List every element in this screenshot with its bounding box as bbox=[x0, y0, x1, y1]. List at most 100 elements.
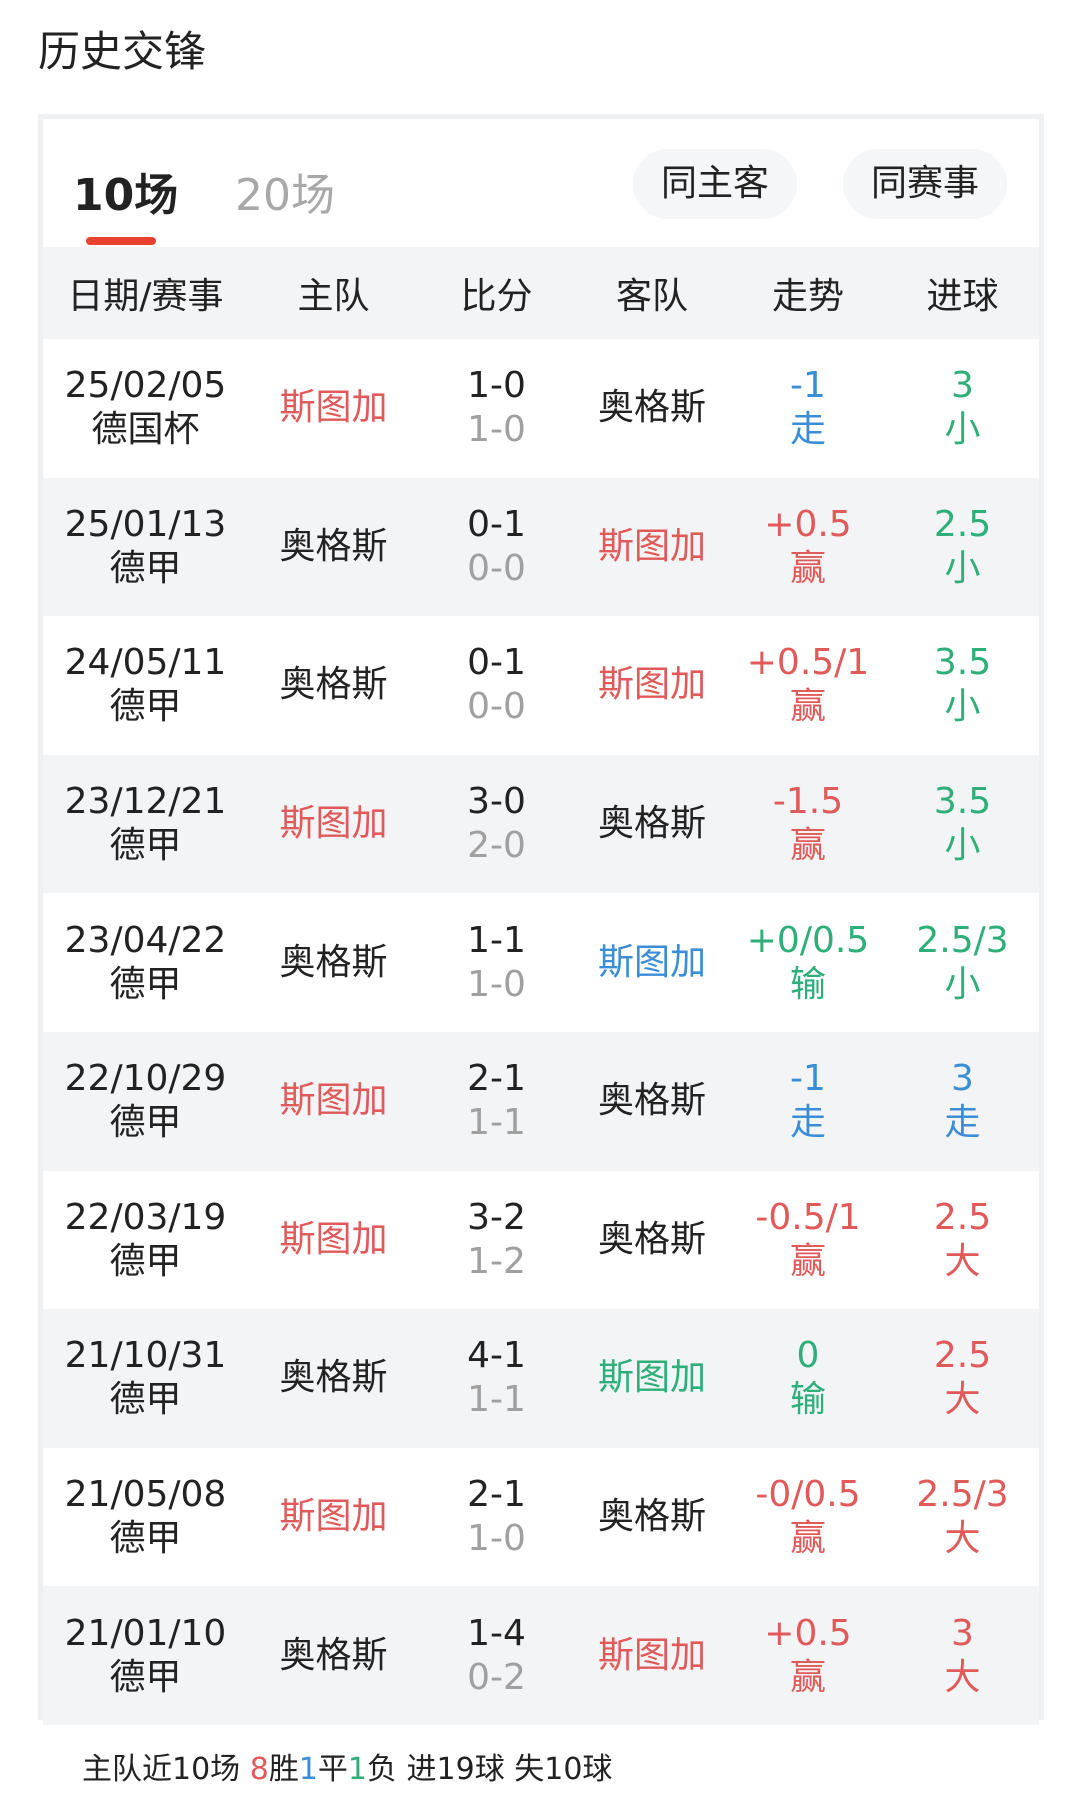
tab-10-matches[interactable]: 10场 bbox=[73, 170, 179, 221]
home-team: 奥格斯 bbox=[279, 525, 388, 567]
goals-cell: 2.5 大 bbox=[886, 1196, 1039, 1284]
handicap-result: 输 bbox=[789, 963, 826, 1005]
competition: 德甲 bbox=[109, 1379, 182, 1421]
date-cell: 23/12/21 德甲 bbox=[43, 780, 248, 868]
over-under-result: 走 bbox=[944, 1102, 981, 1144]
table-row[interactable]: 24/05/11 德甲 奥格斯 0-1 0-0 斯图加 +0.5/1 赢 3.5 小 bbox=[43, 616, 1039, 755]
table-row[interactable]: 25/01/13 德甲 奥格斯 0-1 0-0 斯图加 +0.5 赢 2.5 小 bbox=[43, 477, 1039, 617]
over-under-result: 小 bbox=[944, 825, 981, 867]
goals-line: 3.5 bbox=[933, 642, 992, 684]
half-time-score: 1-2 bbox=[467, 1240, 526, 1282]
table-row[interactable]: 23/04/22 德甲 奥格斯 1-1 1-0 斯图加 +0/0.5 输 2.5/3 小 bbox=[43, 893, 1039, 1032]
home-team: 斯图加 bbox=[279, 1218, 388, 1260]
same-home-away-filter-button[interactable]: 同主客 bbox=[633, 149, 798, 219]
active-tab-indicator bbox=[86, 237, 156, 245]
handicap-result: 赢 bbox=[789, 1656, 826, 1698]
column-header-away: 客队 bbox=[615, 276, 688, 317]
competition: 德甲 bbox=[109, 1518, 182, 1560]
handicap-line: -1 bbox=[790, 365, 826, 407]
away-team: 斯图加 bbox=[597, 1634, 706, 1676]
away-team-cell: 奥格斯 bbox=[574, 1218, 730, 1262]
table-row[interactable]: 21/05/08 德甲 斯图加 2-1 1-0 奥格斯 -0/0.5 赢 2.5/3 大 bbox=[43, 1448, 1039, 1587]
table-row[interactable]: 21/01/10 德甲 奥格斯 1-4 0-2 斯图加 +0.5 赢 3 大 bbox=[43, 1586, 1039, 1725]
goals-line: 3.5 bbox=[933, 781, 992, 823]
handicap-line: 0 bbox=[796, 1335, 820, 1377]
date-cell: 21/01/10 德甲 bbox=[43, 1612, 248, 1700]
score-cell: 1-1 1-0 bbox=[419, 919, 574, 1007]
half-time-score: 1-1 bbox=[467, 1379, 526, 1421]
same-competition-filter-button[interactable]: 同赛事 bbox=[843, 149, 1008, 219]
away-team-cell: 奥格斯 bbox=[574, 386, 730, 430]
away-team-cell: 奥格斯 bbox=[574, 1495, 730, 1539]
handicap-line: -0/0.5 bbox=[755, 1474, 861, 1516]
match-date: 21/05/08 bbox=[64, 1474, 227, 1516]
goals-line: 2.5 bbox=[933, 1335, 992, 1377]
handicap-line: +0/0.5 bbox=[746, 919, 870, 961]
home-team: 奥格斯 bbox=[279, 664, 388, 706]
handicap-line: -1 bbox=[790, 1058, 826, 1100]
handicap-result: 赢 bbox=[789, 1240, 826, 1282]
trend-cell: +0.5 赢 bbox=[730, 503, 886, 591]
away-team-cell: 斯图加 bbox=[574, 1356, 730, 1400]
home-team-cell: 奥格斯 bbox=[248, 1634, 419, 1678]
goals-line: 3 bbox=[951, 1058, 974, 1100]
away-team: 奥格斯 bbox=[597, 1496, 706, 1538]
half-time-score: 2-0 bbox=[467, 825, 526, 867]
summary-wins-label: 胜 bbox=[268, 1752, 299, 1787]
half-time-score: 1-1 bbox=[467, 1102, 526, 1144]
handicap-line: +0.5/1 bbox=[746, 642, 870, 684]
table-body: 25/02/05 德国杯 斯图加 1-0 1-0 奥格斯 -1 走 3 小 25/01/13 德甲 奥格… bbox=[43, 339, 1039, 1725]
home-team: 斯图加 bbox=[279, 1496, 388, 1538]
handicap-result: 赢 bbox=[789, 1518, 826, 1560]
score-cell: 3-0 2-0 bbox=[419, 780, 574, 868]
table-row[interactable]: 25/02/05 德国杯 斯图加 1-0 1-0 奥格斯 -1 走 3 小 bbox=[43, 339, 1039, 478]
table-row[interactable]: 22/10/29 德甲 斯图加 2-1 1-1 奥格斯 -1 走 3 走 bbox=[43, 1031, 1039, 1171]
away-team-cell: 斯图加 bbox=[574, 941, 730, 985]
date-cell: 24/05/11 德甲 bbox=[43, 641, 248, 729]
full-time-score: 1-1 bbox=[467, 919, 526, 961]
handicap-line: +0.5 bbox=[764, 503, 852, 545]
handicap-result: 赢 bbox=[789, 547, 826, 589]
goals-line: 2.5 bbox=[933, 1196, 992, 1238]
table-header: 日期/赛事 主队 比分 客队 走势 进球 bbox=[43, 247, 1039, 339]
goals-line: 2.5/3 bbox=[916, 919, 1009, 961]
column-header-goals: 进球 bbox=[926, 276, 999, 317]
match-date: 21/01/10 bbox=[64, 1612, 227, 1654]
summary-losses-label: 负 bbox=[367, 1752, 397, 1787]
match-date: 22/10/29 bbox=[64, 1058, 227, 1100]
table-row[interactable]: 22/03/19 德甲 斯图加 3-2 1-2 奥格斯 -0.5/1 赢 2.5 大 bbox=[43, 1171, 1039, 1310]
date-cell: 21/05/08 德甲 bbox=[43, 1473, 248, 1561]
goals-cell: 2.5/3 小 bbox=[886, 919, 1039, 1007]
competition: 德甲 bbox=[109, 963, 182, 1005]
away-team: 奥格斯 bbox=[597, 1218, 706, 1260]
score-cell: 1-0 1-0 bbox=[419, 364, 574, 452]
table-row[interactable]: 23/12/21 德甲 斯图加 3-0 2-0 奥格斯 -1.5 赢 3.5 小 bbox=[43, 754, 1039, 894]
home-team-cell: 奥格斯 bbox=[248, 1356, 419, 1400]
competition: 德甲 bbox=[109, 1656, 182, 1698]
handicap-result: 走 bbox=[789, 1102, 826, 1144]
handicap-result: 赢 bbox=[789, 686, 826, 728]
full-time-score: 4-1 bbox=[467, 1335, 526, 1377]
over-under-result: 小 bbox=[944, 963, 981, 1005]
half-time-score: 0-2 bbox=[467, 1656, 526, 1698]
trend-cell: -1 走 bbox=[730, 1057, 886, 1145]
home-team: 奥格斯 bbox=[279, 941, 388, 983]
away-team: 奥格斯 bbox=[597, 387, 706, 429]
match-date: 23/04/22 bbox=[64, 919, 227, 961]
column-header-score: 比分 bbox=[460, 276, 533, 317]
match-date: 25/02/05 bbox=[64, 365, 227, 407]
away-team-cell: 斯图加 bbox=[574, 1634, 730, 1678]
score-cell: 4-1 1-1 bbox=[419, 1334, 574, 1422]
table-row[interactable]: 21/10/31 德甲 奥格斯 4-1 1-1 斯图加 0 输 2.5 大 bbox=[43, 1309, 1039, 1448]
trend-cell: +0.5 赢 bbox=[730, 1612, 886, 1700]
over-under-result: 大 bbox=[944, 1518, 981, 1560]
competition: 德甲 bbox=[109, 547, 182, 589]
match-date: 23/12/21 bbox=[64, 781, 227, 823]
summary-draws: 1 bbox=[298, 1752, 318, 1787]
goals-line: 3 bbox=[951, 365, 974, 407]
column-header-trend: 走势 bbox=[771, 276, 844, 317]
away-team: 奥格斯 bbox=[597, 803, 706, 845]
match-date: 24/05/11 bbox=[64, 642, 227, 684]
tab-20-matches[interactable]: 20场 bbox=[235, 170, 335, 221]
